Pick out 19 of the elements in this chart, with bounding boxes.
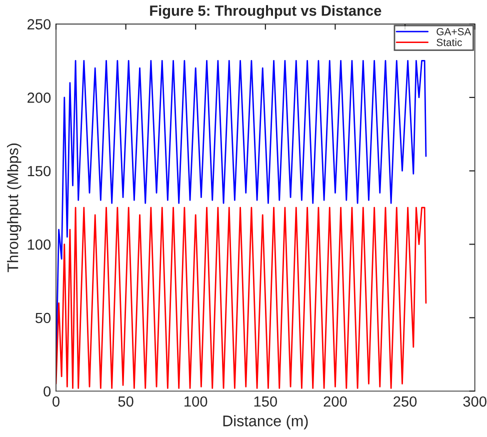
x-tick-label: 150 xyxy=(254,396,278,407)
y-tick-label: 200 xyxy=(28,92,51,103)
y-tick-label: 0 xyxy=(44,386,51,397)
legend-label: Static xyxy=(436,38,462,46)
x-tick-label: 0 xyxy=(52,396,60,407)
x-tick-label: 100 xyxy=(184,396,208,407)
x-tick-label: 200 xyxy=(324,396,347,407)
x-tick-label: 50 xyxy=(118,396,134,407)
x-tick-label: 300 xyxy=(463,396,486,407)
x-axis-title: Distance (m) xyxy=(223,415,308,430)
chart-title: Figure 5: Throughput vs Distance xyxy=(150,5,382,19)
x-tick-label: 250 xyxy=(394,396,417,407)
y-tick-label: 50 xyxy=(36,312,51,324)
line-series xyxy=(56,206,427,389)
y-tick-label: 100 xyxy=(28,239,51,250)
y-tick-label: 250 xyxy=(28,19,51,30)
y-tick-label: 150 xyxy=(28,166,51,176)
y-axis-title: Throughput (Mbps) xyxy=(7,144,22,272)
legend-label: GA+SA xyxy=(436,28,472,36)
